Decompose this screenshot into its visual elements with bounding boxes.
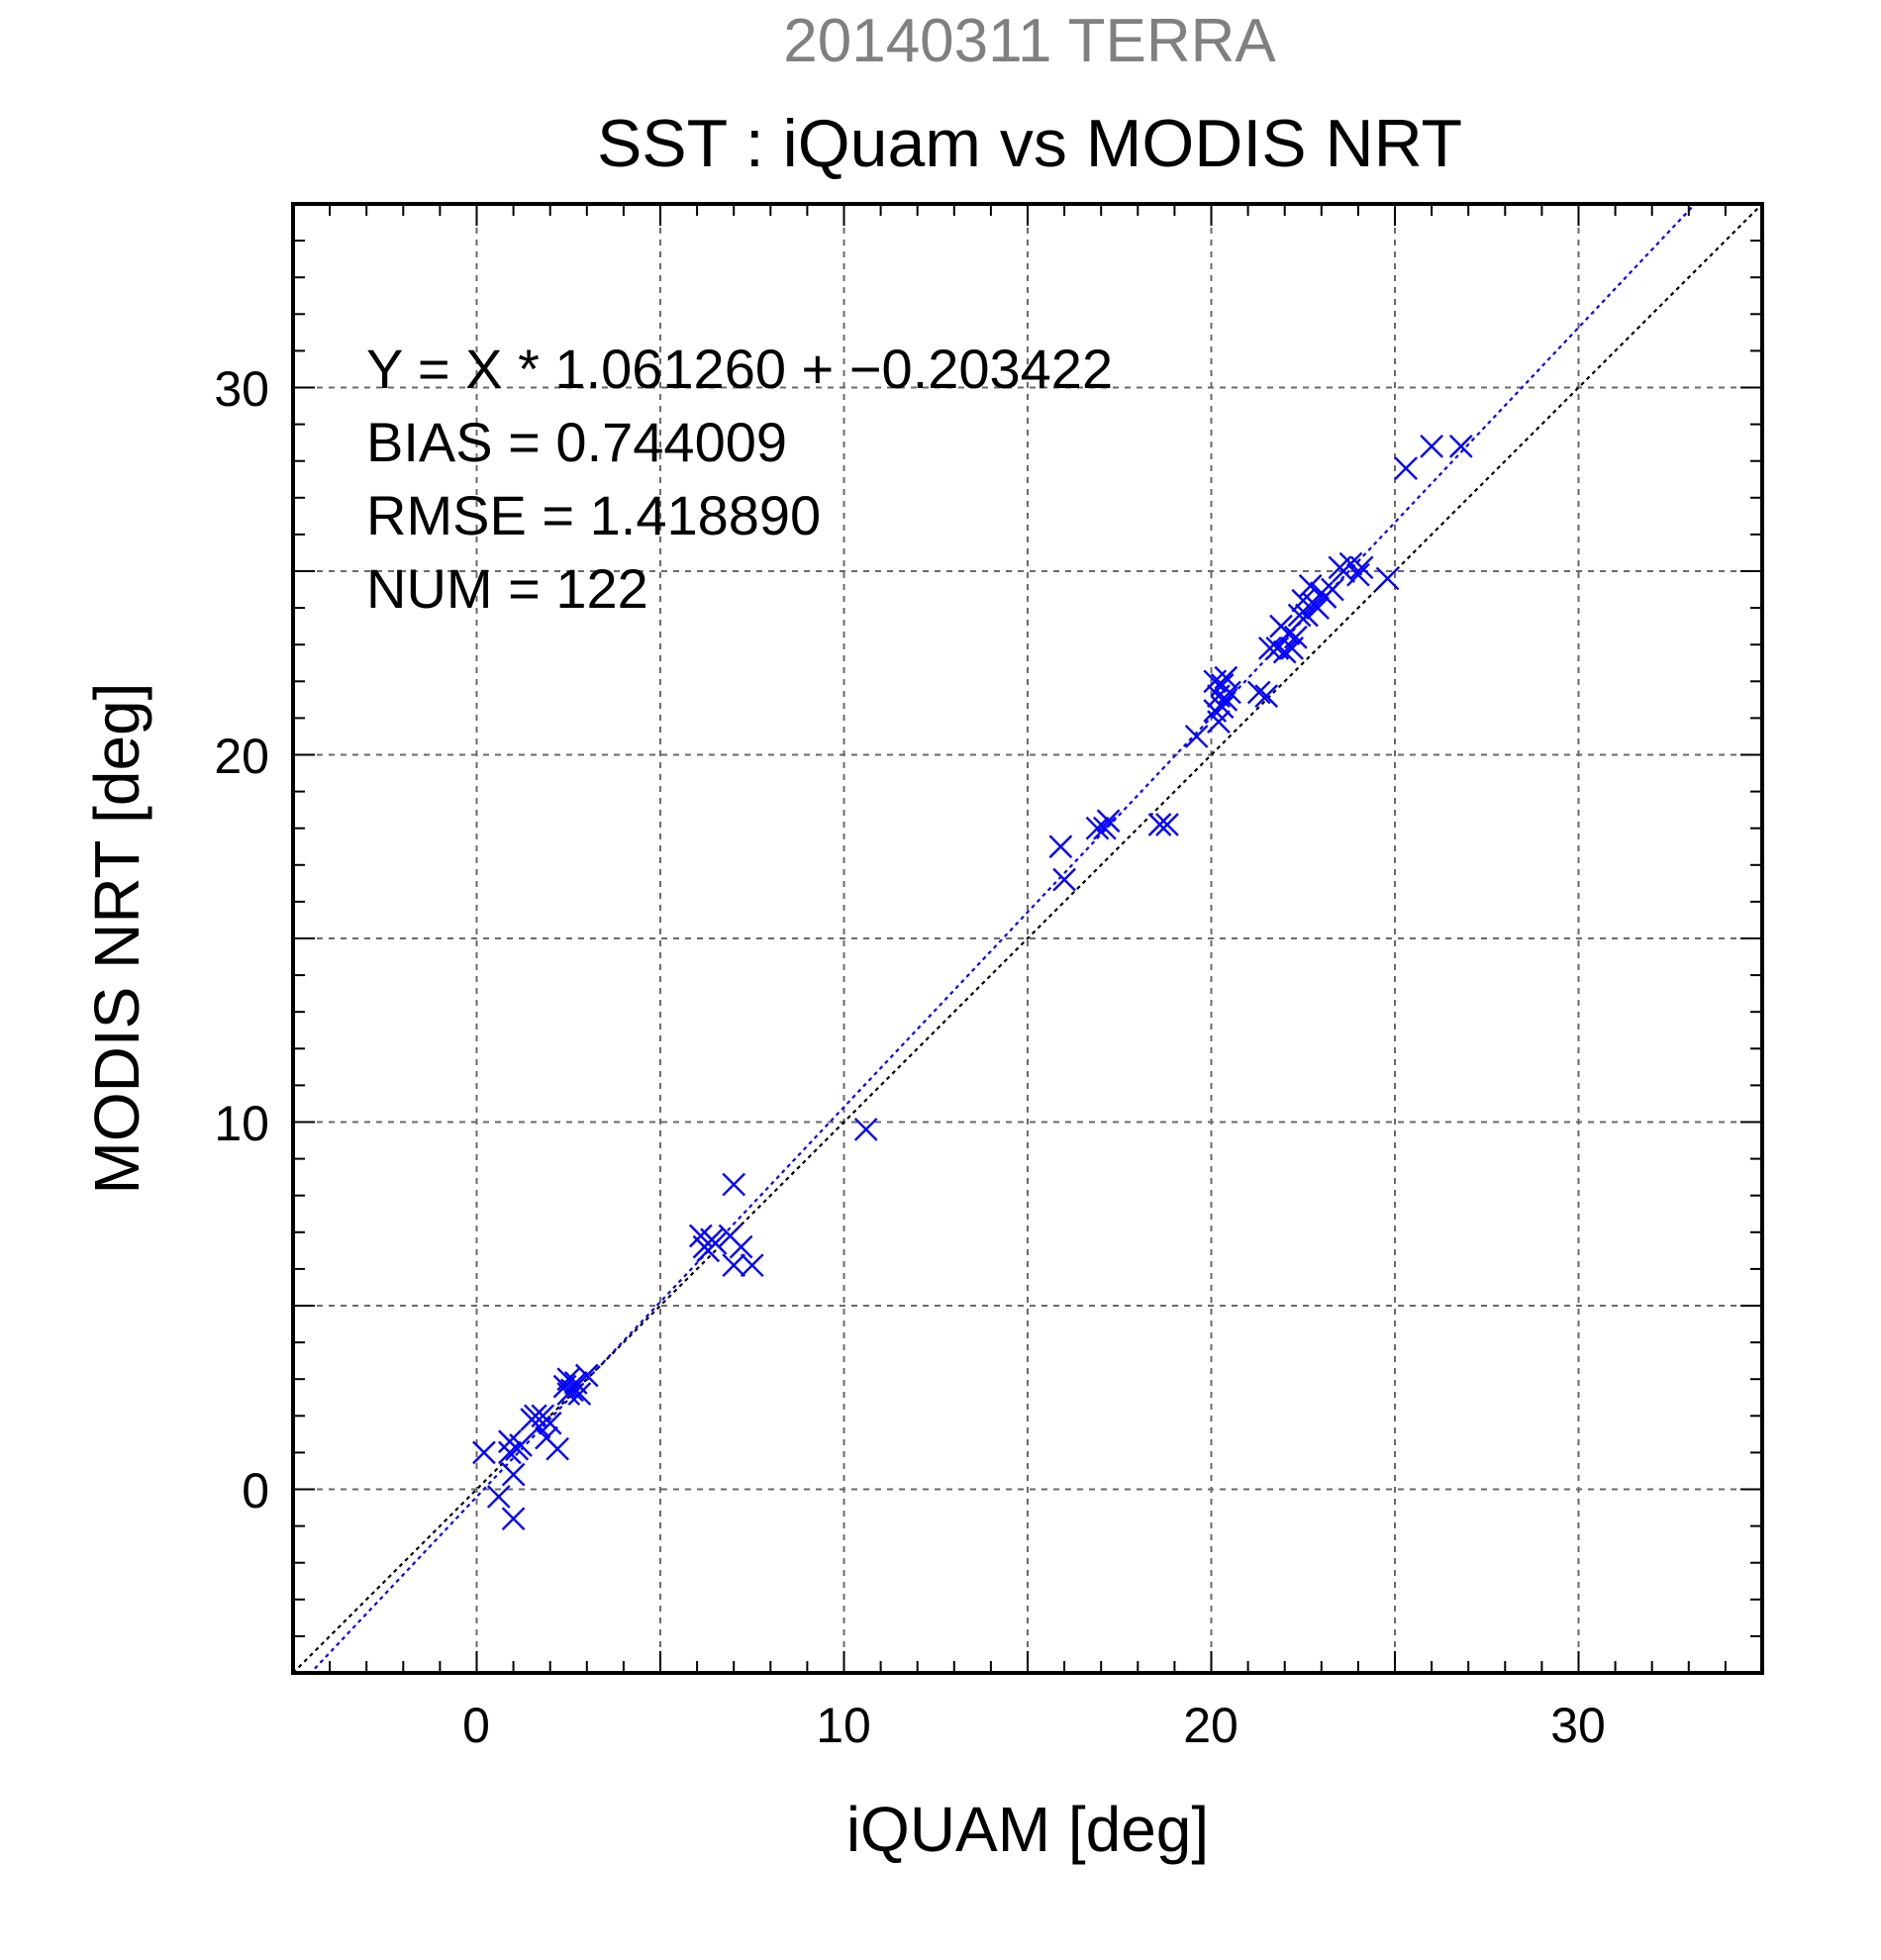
stats-annotation: Y = X * 1.061260 + −0.203422 BIAS = 0.74… xyxy=(366,338,1113,620)
data-point xyxy=(1420,435,1443,458)
bias-value: BIAS = 0.744009 xyxy=(366,411,787,473)
reference-line-1-1 xyxy=(293,204,1762,1673)
x-tick-labels: 0 10 20 30 xyxy=(462,1698,1606,1753)
data-point xyxy=(1295,603,1319,628)
chart-title: SST : iQuam vs MODIS NRT xyxy=(597,106,1462,181)
data-point xyxy=(538,1411,562,1435)
data-point xyxy=(853,1118,878,1141)
scatter-points xyxy=(472,435,1473,1531)
data-point xyxy=(1096,809,1121,833)
data-point xyxy=(486,1485,511,1509)
data-point xyxy=(1448,435,1473,458)
data-point xyxy=(509,1433,533,1457)
data-point xyxy=(1085,816,1110,840)
chart-supertitle: 20140311 TERRA xyxy=(783,7,1276,75)
data-point xyxy=(1254,684,1278,708)
data-point xyxy=(1214,665,1238,690)
data-point xyxy=(1306,596,1330,620)
axis-ticks xyxy=(293,204,1762,1673)
y-axis-label: MODIS NRT [deg] xyxy=(81,683,152,1195)
data-point xyxy=(1346,562,1370,587)
data-point xyxy=(1246,680,1271,705)
data-point xyxy=(1218,680,1241,705)
data-point xyxy=(498,1440,522,1465)
y-tick-label: 0 xyxy=(242,1463,269,1519)
data-point xyxy=(1052,867,1076,892)
data-point xyxy=(1210,695,1235,720)
data-point xyxy=(1147,813,1172,836)
data-point xyxy=(1048,834,1073,859)
data-point xyxy=(729,1234,753,1259)
data-point xyxy=(1287,603,1312,628)
y-tick-label: 20 xyxy=(214,729,269,784)
grid-lines xyxy=(293,204,1762,1673)
data-point xyxy=(1276,622,1301,645)
data-point xyxy=(1184,725,1209,748)
data-point xyxy=(703,1231,728,1255)
regression-equation: Y = X * 1.061260 + −0.203422 xyxy=(366,338,1113,400)
data-point xyxy=(472,1440,496,1465)
data-point xyxy=(1321,577,1344,602)
data-point xyxy=(1207,710,1231,734)
data-point xyxy=(574,1363,599,1388)
data-point xyxy=(722,1253,746,1278)
x-tick-label: 20 xyxy=(1183,1698,1238,1753)
num-value: NUM = 122 xyxy=(366,557,648,620)
data-point xyxy=(1155,813,1179,836)
data-point xyxy=(722,1172,746,1197)
data-point xyxy=(567,1382,592,1406)
reference-line-fit xyxy=(309,204,1697,1673)
y-tick-labels: 0 10 20 30 xyxy=(214,361,269,1519)
data-point xyxy=(1283,625,1308,649)
data-point xyxy=(1214,688,1238,712)
data-point xyxy=(501,1462,526,1487)
data-point xyxy=(1394,456,1418,480)
data-point xyxy=(1349,555,1374,580)
data-point xyxy=(1375,566,1400,591)
data-point xyxy=(740,1253,764,1278)
x-axis-label: iQUAM [deg] xyxy=(846,1794,1209,1865)
data-point xyxy=(501,1507,526,1531)
rmse-value: RMSE = 1.418890 xyxy=(366,484,821,546)
data-point xyxy=(1258,637,1282,660)
data-point xyxy=(1093,816,1117,840)
x-tick-label: 30 xyxy=(1550,1698,1606,1753)
data-point xyxy=(1272,639,1297,664)
y-tick-label: 10 xyxy=(214,1096,269,1151)
x-tick-label: 10 xyxy=(816,1698,871,1753)
data-point xyxy=(545,1436,569,1461)
reference-lines xyxy=(293,204,1762,1673)
data-point xyxy=(1298,573,1323,598)
y-tick-label: 30 xyxy=(214,361,269,417)
x-tick-label: 0 xyxy=(462,1698,490,1753)
